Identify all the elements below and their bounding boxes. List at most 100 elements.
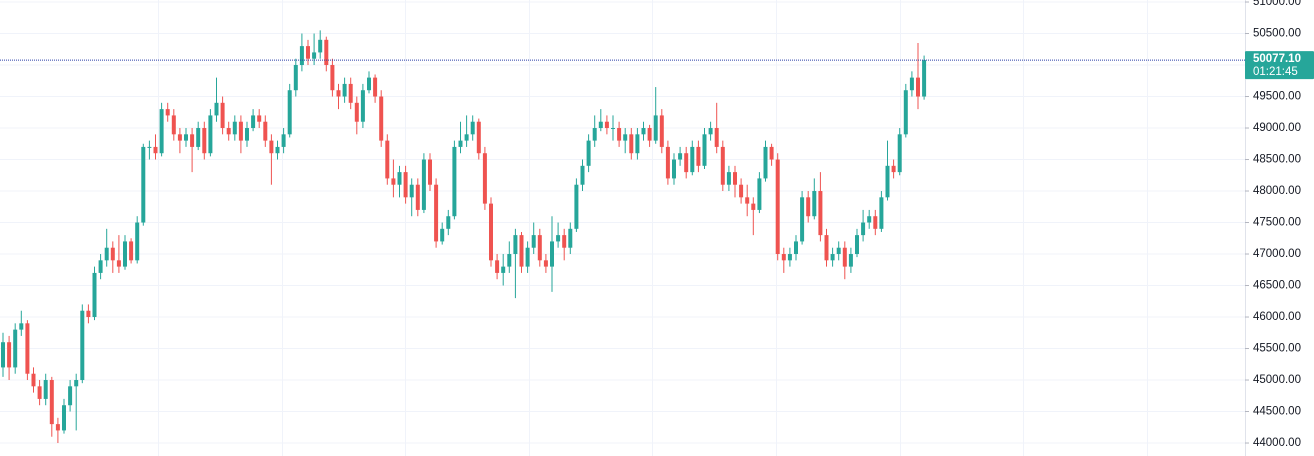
candle-body xyxy=(434,184,439,242)
candle-body xyxy=(848,254,853,267)
candle-body xyxy=(446,216,451,229)
candle-body xyxy=(98,260,103,273)
candle-body xyxy=(696,146,701,166)
candle-body xyxy=(641,128,646,135)
candles xyxy=(1,30,927,444)
candle-body xyxy=(562,235,567,248)
candle-body xyxy=(238,121,243,141)
candle-body xyxy=(55,424,60,431)
candle-body xyxy=(385,140,390,179)
candle-body xyxy=(403,172,408,198)
candle-body xyxy=(141,146,146,223)
candle-body xyxy=(903,90,908,135)
y-tick-label: 45500.00 xyxy=(1253,343,1301,355)
candle-body xyxy=(653,115,658,141)
candle-body xyxy=(720,146,725,185)
candle-body xyxy=(763,146,768,179)
candle-body xyxy=(836,247,841,255)
countdown-label: 01:21:45 xyxy=(1253,66,1298,78)
candle-body xyxy=(592,128,597,141)
candle-body xyxy=(806,197,811,217)
candle-body xyxy=(104,247,109,261)
candle-body xyxy=(598,121,603,129)
candle-body xyxy=(787,254,792,261)
candle-body xyxy=(781,254,786,261)
candle-body xyxy=(226,128,231,135)
candle-body xyxy=(379,96,384,141)
candle-body xyxy=(501,266,506,273)
candle-body xyxy=(574,184,579,229)
candle-body xyxy=(922,60,927,97)
candle-body xyxy=(135,222,140,261)
candle-body xyxy=(495,260,500,273)
last-price-box xyxy=(1245,51,1314,80)
candle-body xyxy=(550,241,554,267)
y-tick-label: 47500.00 xyxy=(1253,217,1301,229)
candle-body xyxy=(751,203,756,210)
candle-body xyxy=(476,121,481,154)
candle-body xyxy=(232,121,237,135)
candle-body xyxy=(885,165,890,198)
candle-body xyxy=(171,115,176,135)
candle-body xyxy=(220,102,225,129)
candle-body xyxy=(31,373,36,387)
candle-body xyxy=(708,128,713,135)
candle-body xyxy=(543,260,548,267)
candle-body xyxy=(421,159,426,210)
candle-body xyxy=(909,77,914,91)
candle-body xyxy=(733,172,737,185)
candle-body xyxy=(43,380,48,399)
candle-body xyxy=(159,109,164,154)
candle-body xyxy=(275,146,280,154)
candle-body xyxy=(531,235,536,248)
candle-body xyxy=(513,235,518,255)
candle-body xyxy=(281,134,286,147)
candle-body xyxy=(604,121,609,129)
candle-body xyxy=(623,134,628,141)
y-tick-label: 46000.00 xyxy=(1253,311,1301,323)
candle-body xyxy=(690,146,695,173)
candle-body xyxy=(299,46,304,66)
candle-body xyxy=(726,172,731,185)
candle-body xyxy=(330,65,335,91)
candle-body xyxy=(86,310,91,318)
candle-body xyxy=(74,380,79,387)
candle-body xyxy=(415,184,420,210)
candle-body xyxy=(867,216,872,223)
candle-body xyxy=(196,128,201,147)
candle-body xyxy=(830,254,835,261)
candle-body xyxy=(525,247,530,267)
y-tick-label: 51000.00 xyxy=(1253,0,1301,8)
candle-body xyxy=(129,241,134,261)
candle-body xyxy=(440,228,445,242)
candle-body xyxy=(269,140,274,154)
y-tick-label: 50500.00 xyxy=(1253,28,1301,40)
candle-body xyxy=(519,235,524,267)
candle-body xyxy=(110,247,115,261)
candle-body xyxy=(824,235,829,261)
candle-body xyxy=(672,159,676,179)
candle-body xyxy=(354,102,359,122)
candle-body xyxy=(482,153,487,204)
y-tick-label: 48500.00 xyxy=(1253,154,1301,166)
candle-body xyxy=(367,77,371,91)
candle-body xyxy=(214,102,219,116)
candle-body xyxy=(916,77,920,97)
candle-body xyxy=(580,165,585,185)
candle-body xyxy=(360,90,365,122)
candle-body xyxy=(629,134,634,154)
y-tick-label: 44000.00 xyxy=(1253,437,1301,449)
candle-body xyxy=(647,128,652,141)
candle-body xyxy=(62,405,66,431)
candle-body xyxy=(336,90,341,97)
candle-body xyxy=(287,90,292,135)
candle-body xyxy=(897,134,902,173)
candle-body xyxy=(208,115,213,154)
y-tick-label: 49500.00 xyxy=(1253,91,1301,103)
candle-body xyxy=(635,134,640,154)
candle-body xyxy=(153,146,158,154)
candle-body xyxy=(177,134,182,141)
y-tick-label: 45000.00 xyxy=(1253,374,1301,386)
candle-body xyxy=(397,172,402,185)
